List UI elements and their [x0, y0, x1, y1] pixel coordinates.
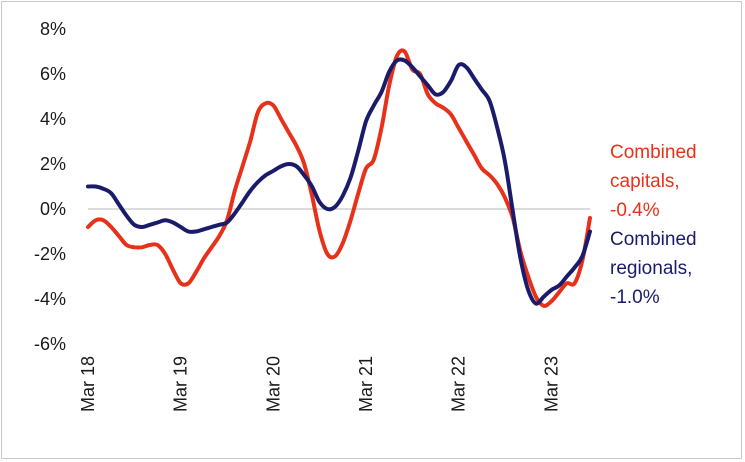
legend-label-combined-regionals: regionals, [610, 258, 692, 279]
x-axis: Mar 18 Mar 19 Mar 20 Mar 21 Mar 22 Mar 23 [78, 356, 561, 412]
x-tick-label: Mar 21 [356, 356, 376, 412]
series-line-combined-capitals [86, 48, 592, 308]
series-layer [86, 48, 592, 308]
y-tick-label: 6% [40, 64, 66, 84]
legend-label-combined-regionals: Combined [610, 229, 697, 250]
y-tick-label: -2% [34, 244, 66, 264]
x-tick-label: Mar 20 [263, 356, 283, 412]
legend-label-combined-regionals: -1.0% [610, 287, 660, 308]
legend-label-combined-capitals: capitals, [610, 171, 680, 192]
x-tick-label: Mar 23 [541, 356, 561, 412]
legend-label-combined-capitals: -0.4% [610, 200, 660, 221]
x-tick-label: Mar 19 [171, 356, 191, 412]
y-tick-label: 8% [40, 19, 66, 39]
y-tick-label: -6% [34, 334, 66, 354]
legend: Combined capitals, -0.4% Combined regionals,… [610, 142, 697, 308]
y-tick-label: -4% [34, 289, 66, 309]
legend-label-combined-capitals: Combined [610, 142, 697, 163]
y-tick-label: 4% [40, 109, 66, 129]
y-tick-label: 2% [40, 154, 66, 174]
x-tick-label: Mar 22 [449, 356, 469, 412]
y-tick-label: 0% [40, 199, 66, 219]
y-axis: 8% 6% 4% 2% 0% -2% -4% -6% [34, 19, 66, 354]
x-tick-label: Mar 18 [78, 356, 98, 412]
series-line-combined-regionals [86, 57, 592, 306]
